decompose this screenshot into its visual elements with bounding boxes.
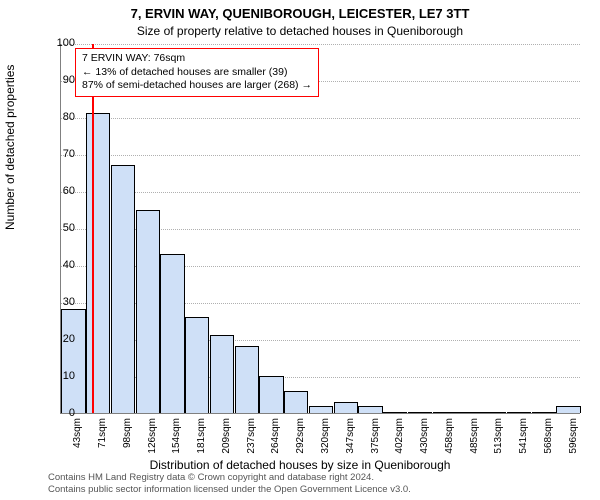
xtick-label: 264sqm <box>270 418 281 468</box>
bar <box>433 412 457 413</box>
xtick-label: 126sqm <box>147 418 158 468</box>
bar <box>556 406 580 413</box>
annotation-line2: ← 13% of detached houses are smaller (39… <box>82 66 312 80</box>
xtick-label: 181sqm <box>196 418 207 468</box>
bar <box>408 412 432 413</box>
ytick-label: 40 <box>45 259 75 271</box>
xtick-label: 154sqm <box>171 418 182 468</box>
bar <box>259 376 283 413</box>
bar <box>284 391 308 413</box>
ytick-label: 30 <box>45 296 75 308</box>
xtick-label: 320sqm <box>320 418 331 468</box>
bar <box>482 412 506 413</box>
xtick-label: 71sqm <box>97 418 108 468</box>
bar <box>532 412 556 413</box>
gridline <box>61 118 580 119</box>
xtick-label: 568sqm <box>543 418 554 468</box>
annotation-box: 7 ERVIN WAY: 76sqm ← 13% of detached hou… <box>75 48 319 97</box>
xtick-label: 292sqm <box>295 418 306 468</box>
xtick-label: 375sqm <box>370 418 381 468</box>
annotation-line1: 7 ERVIN WAY: 76sqm <box>82 52 312 66</box>
bar <box>86 113 110 413</box>
xtick-label: 596sqm <box>568 418 579 468</box>
y-axis-label: Number of detached properties <box>3 65 17 230</box>
footer-attribution: Contains HM Land Registry data © Crown c… <box>48 472 411 496</box>
bar <box>160 254 184 413</box>
bar <box>235 346 259 413</box>
chart-title-line2: Size of property relative to detached ho… <box>0 24 600 38</box>
bar <box>185 317 209 413</box>
xtick-label: 237sqm <box>246 418 257 468</box>
ytick-label: 100 <box>45 37 75 49</box>
bar <box>507 412 531 413</box>
annotation-line3: 87% of semi-detached houses are larger (… <box>82 79 312 93</box>
ytick-label: 70 <box>45 148 75 160</box>
xtick-label: 402sqm <box>394 418 405 468</box>
footer-line2: Contains public sector information licen… <box>48 484 411 496</box>
bar <box>136 210 160 414</box>
ytick-label: 80 <box>45 111 75 123</box>
plot-area <box>60 44 580 414</box>
xtick-label: 541sqm <box>518 418 529 468</box>
bar <box>61 309 85 413</box>
property-marker-line <box>92 44 94 413</box>
xtick-label: 458sqm <box>444 418 455 468</box>
bar <box>210 335 234 413</box>
ytick-label: 20 <box>45 333 75 345</box>
ytick-label: 0 <box>45 407 75 419</box>
footer-line1: Contains HM Land Registry data © Crown c… <box>48 472 411 484</box>
xtick-label: 430sqm <box>419 418 430 468</box>
gridline <box>61 44 580 45</box>
ytick-label: 50 <box>45 222 75 234</box>
xtick-label: 98sqm <box>122 418 133 468</box>
ytick-label: 10 <box>45 370 75 382</box>
chart-title-line1: 7, ERVIN WAY, QUENIBOROUGH, LEICESTER, L… <box>0 6 600 21</box>
xtick-label: 513sqm <box>493 418 504 468</box>
xtick-label: 209sqm <box>221 418 232 468</box>
bar <box>111 165 135 413</box>
gridline <box>61 192 580 193</box>
xtick-label: 485sqm <box>469 418 480 468</box>
ytick-label: 90 <box>45 74 75 86</box>
gridline <box>61 155 580 156</box>
ytick-label: 60 <box>45 185 75 197</box>
bar <box>383 412 407 413</box>
bar <box>309 406 333 413</box>
xtick-label: 43sqm <box>72 418 83 468</box>
bar <box>457 412 481 413</box>
xtick-label: 347sqm <box>345 418 356 468</box>
bar <box>358 406 382 413</box>
bar <box>334 402 358 413</box>
